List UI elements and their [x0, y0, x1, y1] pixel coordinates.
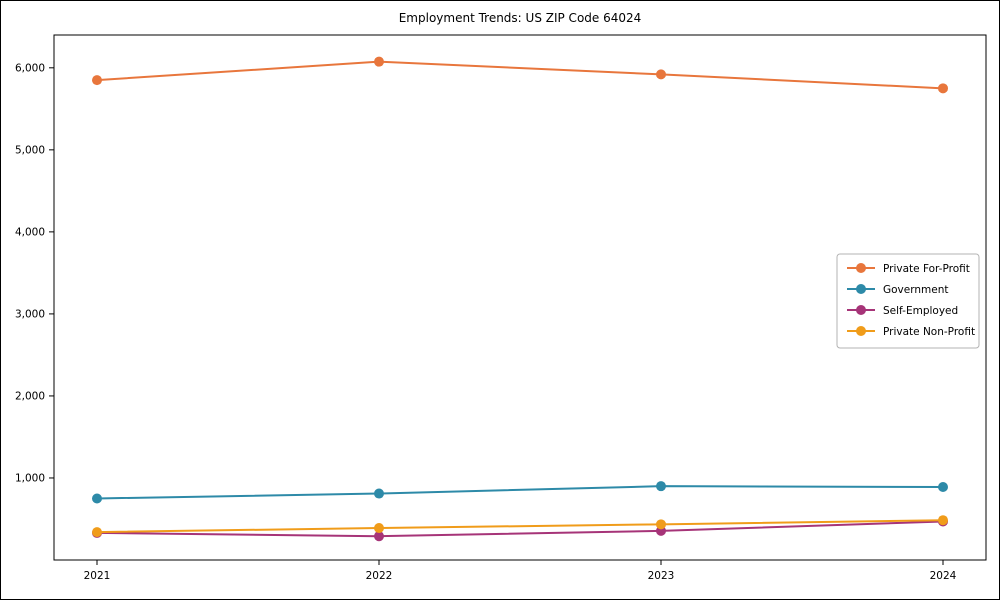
series-line-government: [96, 485, 944, 500]
y-axis-tick-label: 4,000: [15, 227, 45, 239]
series-marker-private-for-profit: [92, 75, 102, 86]
legend-box: [836, 253, 980, 349]
series-marker-private-for-profit: [656, 69, 666, 80]
legend-item-private-for-profit: Private For-Profit: [847, 263, 970, 275]
series-marker-private-non-profit: [374, 523, 384, 534]
legend-item-label: Private Non-Profit: [883, 326, 975, 338]
y-axis-tick-label: 2,000: [15, 391, 45, 403]
series-marker-self-employed: [374, 531, 384, 542]
x-axis-tick-label: 2021: [84, 570, 111, 582]
legend-item-private-non-profit: Private Non-Profit: [847, 326, 975, 338]
series-line-self-employed: [96, 520, 944, 538]
y-axis-tick-label: 1,000: [15, 473, 45, 485]
legend-item-government: Government: [847, 284, 948, 296]
x-axis-tick-label: 2024: [930, 570, 957, 582]
series-marker-private-non-profit: [938, 515, 948, 526]
plot-border: [53, 34, 987, 561]
legend-swatch-marker: [856, 284, 866, 294]
legend-item-label: Self-Employed: [883, 305, 958, 317]
legend: Private For-Profit Government Self-Employe…: [836, 253, 980, 349]
chart-title: Employment Trends: US ZIP Code 64024: [398, 11, 642, 25]
series-marker-government: [938, 481, 948, 492]
legend-swatch-marker: [856, 305, 866, 315]
series-marker-government: [656, 481, 666, 492]
legend-item-label: Government: [883, 284, 948, 296]
legend-swatch-marker: [856, 263, 866, 273]
y-axis-tick-label: 5,000: [15, 145, 45, 157]
legend-item-self-employed: Self-Employed: [847, 305, 958, 317]
y-axis-tick-label: 3,000: [15, 309, 45, 321]
series-line-private-for-profit: [96, 60, 944, 90]
series-marker-private-non-profit: [656, 519, 666, 530]
y-axis-tick-label: 6,000: [15, 63, 45, 75]
series-marker-private-non-profit: [92, 527, 102, 538]
x-axis-tick-label: 2022: [366, 570, 393, 582]
series-marker-government: [92, 493, 102, 504]
legend-swatch-marker: [856, 326, 866, 336]
series-marker-government: [374, 488, 384, 499]
series-marker-private-for-profit: [374, 56, 384, 67]
series-line-private-non-profit: [96, 519, 944, 534]
legend-item-label: Private For-Profit: [883, 263, 970, 275]
series-marker-private-for-profit: [938, 83, 948, 94]
x-axis-tick-label: 2023: [648, 570, 675, 582]
